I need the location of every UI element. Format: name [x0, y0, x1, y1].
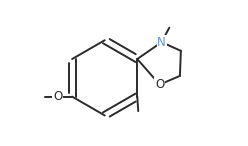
- Text: O: O: [155, 78, 164, 91]
- Text: N: N: [157, 36, 166, 49]
- Text: O: O: [53, 90, 62, 103]
